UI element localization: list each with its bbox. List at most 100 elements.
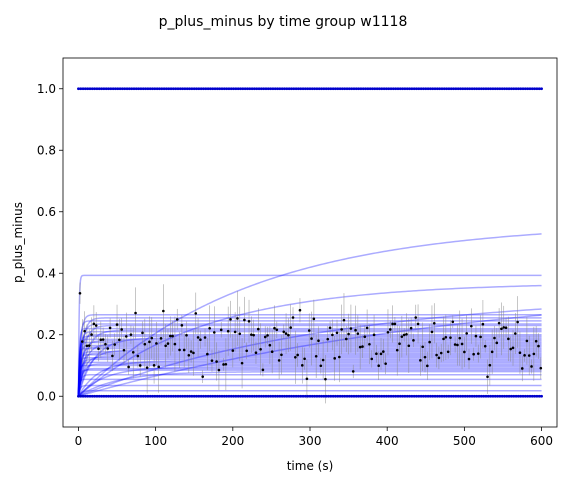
- boundary-marker: [540, 394, 543, 398]
- data-point: [442, 337, 445, 341]
- boundary-marker: [498, 87, 502, 91]
- boundary-marker: [199, 87, 203, 91]
- fit-curve: [77, 363, 542, 397]
- boundary-marker: [81, 87, 85, 91]
- boundary-marker: [324, 394, 328, 398]
- boundary-marker: [278, 394, 282, 398]
- data-point: [439, 351, 443, 355]
- boundary-marker: [83, 394, 87, 398]
- data-point: [375, 352, 378, 356]
- data-point: [502, 326, 506, 329]
- boundary-marker: [250, 394, 254, 398]
- fit-curve: [77, 366, 542, 397]
- data-point: [523, 354, 526, 357]
- data-point: [199, 338, 202, 342]
- boundary-marker: [229, 394, 233, 398]
- data-point: [284, 332, 288, 335]
- data-point: [460, 342, 464, 346]
- data-point: [458, 336, 462, 340]
- data-point: [122, 348, 126, 352]
- boundary-marker: [259, 87, 263, 91]
- boundary-marker: [415, 87, 418, 91]
- boundary-marker: [209, 87, 212, 91]
- data-point: [363, 335, 367, 339]
- boundary-marker: [121, 394, 124, 398]
- data-point: [479, 335, 482, 339]
- data-point: [342, 318, 346, 322]
- data-point: [358, 345, 362, 349]
- data-point: [94, 324, 98, 327]
- data-point: [136, 354, 140, 358]
- boundary-marker: [97, 394, 101, 398]
- data-point: [497, 321, 501, 325]
- boundary-marker: [130, 394, 134, 398]
- boundary-marker: [503, 394, 506, 398]
- boundary-marker: [415, 394, 418, 398]
- boundary-marker: [165, 87, 168, 91]
- boundary-marker: [197, 87, 201, 91]
- boundary-marker: [352, 87, 356, 91]
- boundary-marker: [292, 87, 296, 91]
- boundary-marker: [359, 394, 363, 398]
- data-point: [493, 336, 496, 340]
- boundary-marker: [391, 87, 395, 91]
- data-point: [368, 342, 371, 346]
- data-point: [486, 375, 489, 379]
- boundary-marker: [463, 87, 467, 91]
- boundary-marker: [109, 394, 113, 398]
- x-tick-label: 200: [221, 434, 244, 448]
- boundary-marker: [283, 87, 286, 91]
- boundary-marker: [234, 87, 238, 91]
- boundary-marker: [97, 87, 101, 91]
- boundary-marker: [118, 87, 122, 91]
- boundary-marker: [176, 394, 180, 398]
- boundary-marker: [445, 87, 449, 91]
- fit-curve: [77, 337, 542, 397]
- boundary-marker: [183, 87, 187, 91]
- data-point: [511, 346, 515, 350]
- boundary-marker: [183, 394, 187, 398]
- boundary-marker: [137, 87, 141, 91]
- boundary-marker: [185, 394, 189, 398]
- boundary-marker: [206, 87, 210, 91]
- boundary-marker: [459, 87, 462, 91]
- boundary-marker: [368, 87, 372, 91]
- data-point: [294, 356, 297, 359]
- data-point: [238, 332, 242, 336]
- boundary-marker: [317, 394, 321, 398]
- boundary-marker: [132, 394, 136, 398]
- fit-curve: [77, 341, 542, 397]
- data-point: [206, 352, 209, 356]
- boundary-marker: [176, 87, 180, 91]
- data-point: [90, 333, 93, 336]
- data-point: [189, 350, 193, 353]
- boundary-marker: [266, 394, 270, 398]
- boundary-marker: [537, 394, 541, 398]
- boundary-marker: [167, 87, 171, 91]
- boundary-marker: [422, 394, 425, 398]
- boundary-marker: [540, 87, 543, 91]
- data-point: [254, 351, 258, 355]
- y-tick-label: 0.6: [37, 205, 56, 219]
- boundary-marker: [510, 394, 513, 398]
- data-point: [280, 353, 283, 357]
- fit-curve: [77, 384, 542, 397]
- y-tick-label: 0.2: [37, 328, 56, 342]
- boundary-marker: [299, 87, 303, 91]
- boundary-marker: [361, 394, 365, 398]
- boundary-marker: [271, 394, 275, 398]
- boundary-marker: [408, 394, 411, 398]
- boundary-marker: [357, 394, 361, 398]
- boundary-marker: [278, 87, 282, 91]
- fit-curve: [77, 378, 542, 397]
- data-point: [423, 355, 427, 359]
- boundary-marker: [486, 394, 490, 398]
- boundary-marker: [366, 87, 370, 91]
- boundary-marker: [433, 394, 437, 398]
- data-point: [101, 338, 105, 341]
- boundary-marker: [123, 394, 127, 398]
- data-point: [421, 345, 424, 349]
- boundary-marker: [468, 87, 472, 91]
- boundary-marker: [410, 394, 414, 398]
- data-point: [451, 320, 455, 324]
